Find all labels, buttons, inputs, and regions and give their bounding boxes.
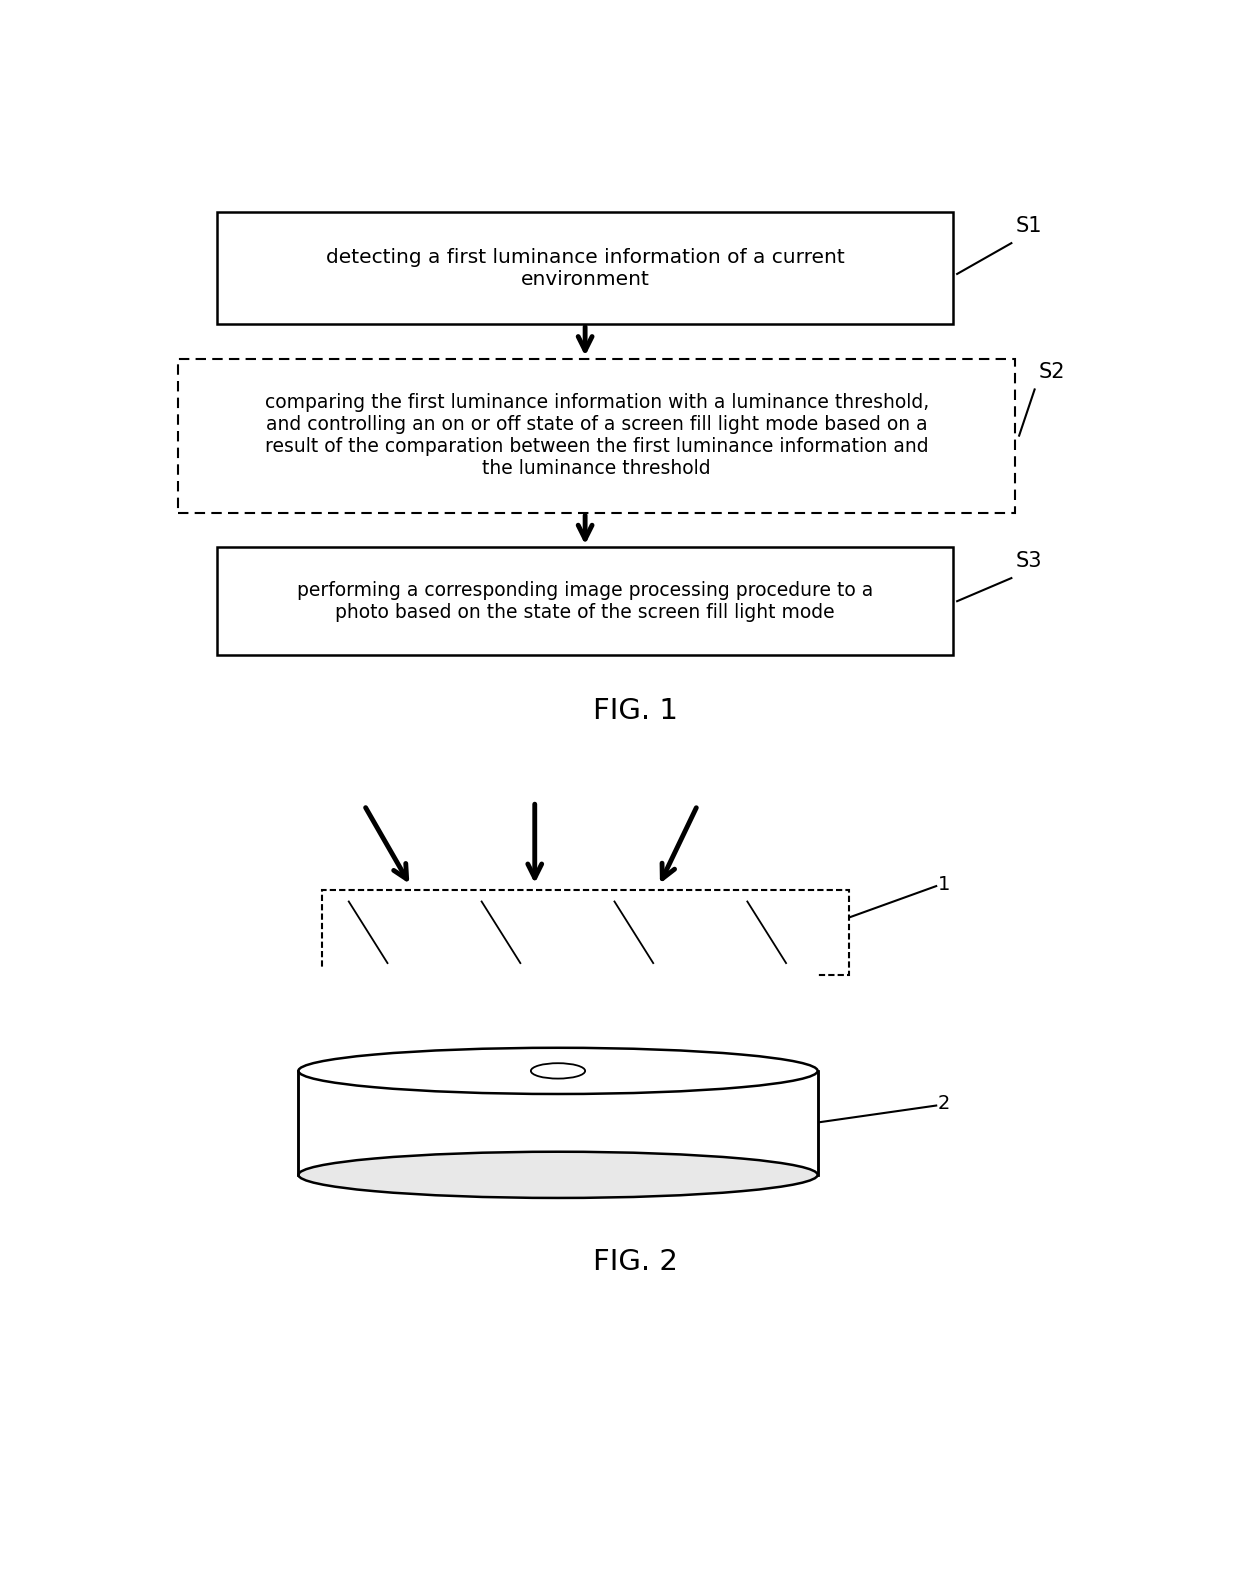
- Bar: [217, 547, 954, 654]
- Text: comparing the first luminance information with a luminance threshold,
and contro: comparing the first luminance informatio…: [264, 393, 929, 478]
- Ellipse shape: [299, 1151, 817, 1199]
- Bar: [179, 358, 1016, 513]
- Text: detecting a first luminance information of a current
environment: detecting a first luminance information …: [326, 248, 844, 289]
- Text: S3: S3: [1016, 550, 1042, 571]
- Bar: [321, 889, 848, 975]
- Bar: [300, 970, 816, 1072]
- Bar: [299, 1094, 817, 1199]
- Text: S1: S1: [1016, 216, 1042, 237]
- Text: performing a corresponding image processing procedure to a
photo based on the st: performing a corresponding image process…: [298, 580, 873, 621]
- Text: FIG. 2: FIG. 2: [593, 1247, 678, 1276]
- Ellipse shape: [531, 1063, 585, 1079]
- Text: S2: S2: [1039, 363, 1065, 383]
- Text: 2: 2: [937, 1094, 950, 1113]
- Bar: [217, 213, 954, 323]
- Text: 1: 1: [937, 875, 950, 894]
- Ellipse shape: [299, 1047, 817, 1094]
- Text: FIG. 1: FIG. 1: [593, 697, 678, 725]
